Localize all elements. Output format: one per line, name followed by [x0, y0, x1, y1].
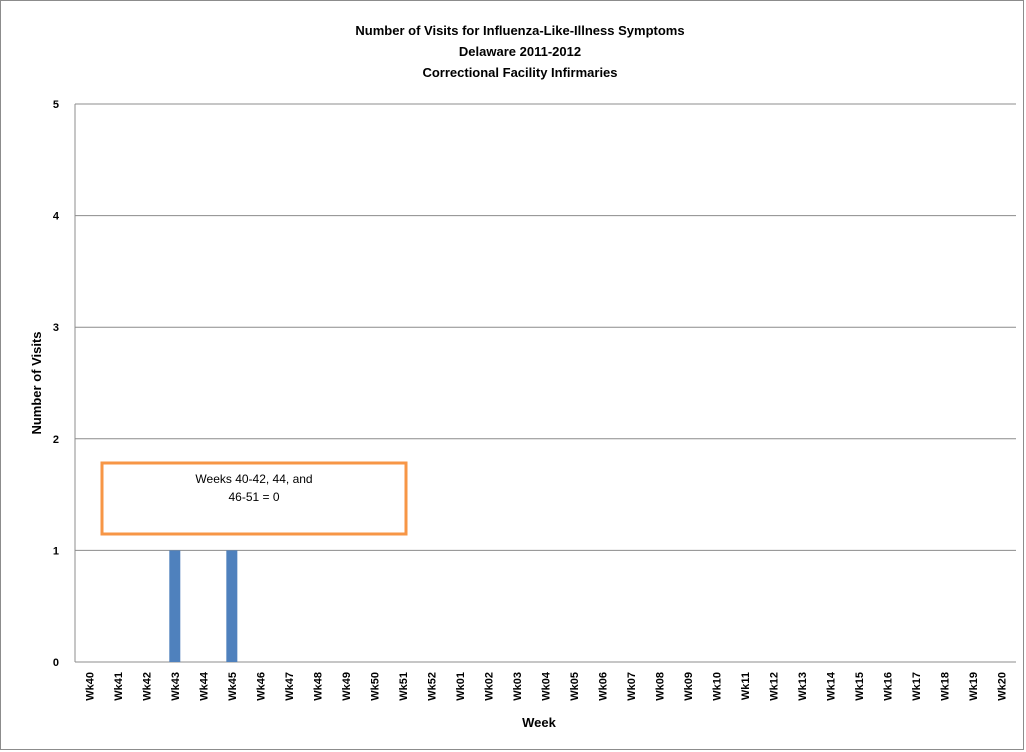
chart-title-line-1: Number of Visits for Influenza-Like-Illn…	[355, 23, 684, 38]
x-tick-label: Wk40	[84, 672, 96, 701]
y-tick-labels: 0 1 2 3 4 5	[53, 99, 60, 669]
x-tick-label: Wk52	[426, 672, 438, 701]
x-tick-label: Wk45	[227, 672, 239, 701]
x-tick-label: Wk04	[541, 671, 553, 701]
chart-title-line-3: Correctional Facility Infirmaries	[422, 65, 617, 80]
x-tick-label: Wk05	[569, 672, 581, 701]
x-tick-label: Wk50	[369, 672, 381, 701]
bar	[226, 550, 238, 662]
x-tick-label: Wk47	[284, 672, 296, 701]
x-tick-label: Wk01	[455, 672, 467, 701]
x-tick-labels: Wk40 Wk41 Wk42 Wk43 Wk44 Wk45 Wk46 Wk47 Wk48 Wk49…	[84, 671, 1008, 701]
x-tick-label: Wk43	[170, 672, 182, 701]
annotation-line-2: 46-51 = 0	[228, 490, 279, 504]
x-tick-label: Wk15	[854, 672, 866, 701]
x-tick-label: Wk41	[113, 672, 125, 701]
x-tick-label: Wk14	[826, 671, 838, 701]
y-axis-title: Number of Visits	[29, 331, 44, 434]
x-tick-label: Wk16	[883, 672, 895, 701]
x-tick-label: Wk10	[712, 672, 724, 701]
x-tick-label: Wk17	[911, 672, 923, 701]
annotation-box: Weeks 40-42, 44, and 46-51 = 0	[100, 461, 408, 536]
x-tick-label: Wk46	[255, 672, 267, 701]
x-tick-label: Wk49	[341, 672, 353, 701]
x-tick-label: Wk13	[797, 672, 809, 701]
y-tick-label: 3	[53, 322, 59, 334]
x-tick-label: Wk11	[740, 672, 752, 700]
annotation-border	[100, 461, 408, 536]
bars	[169, 550, 238, 662]
x-tick-label: Wk03	[512, 672, 524, 701]
x-tick-label: Wk06	[598, 672, 610, 701]
y-tick-label: 1	[53, 545, 59, 557]
y-tick-label: 4	[53, 211, 60, 223]
x-tick-label: Wk51	[398, 672, 410, 701]
x-tick-label: Wk19	[968, 672, 980, 701]
x-axis-title: Week	[522, 715, 556, 730]
x-tick-label: Wk12	[769, 672, 781, 701]
chart-title-line-2: Delaware 2011-2012	[459, 44, 581, 59]
y-tick-label: 0	[53, 657, 59, 669]
x-tick-label: Wk44	[198, 671, 210, 701]
gridlines	[74, 103, 1016, 663]
x-tick-label: Wk07	[626, 672, 638, 701]
x-tick-label: Wk48	[312, 672, 324, 701]
bar	[169, 550, 181, 662]
x-tick-label: Wk09	[683, 672, 695, 701]
x-tick-label: Wk18	[940, 672, 952, 701]
annotation-line-1: Weeks 40-42, 44, and	[195, 472, 312, 486]
y-tick-label: 2	[53, 434, 59, 446]
x-tick-label: Wk08	[655, 672, 667, 701]
x-tick-label: Wk20	[997, 672, 1009, 701]
x-tick-label: Wk02	[483, 672, 495, 701]
y-tick-label: 5	[53, 99, 59, 111]
x-tick-label: Wk42	[141, 672, 153, 701]
